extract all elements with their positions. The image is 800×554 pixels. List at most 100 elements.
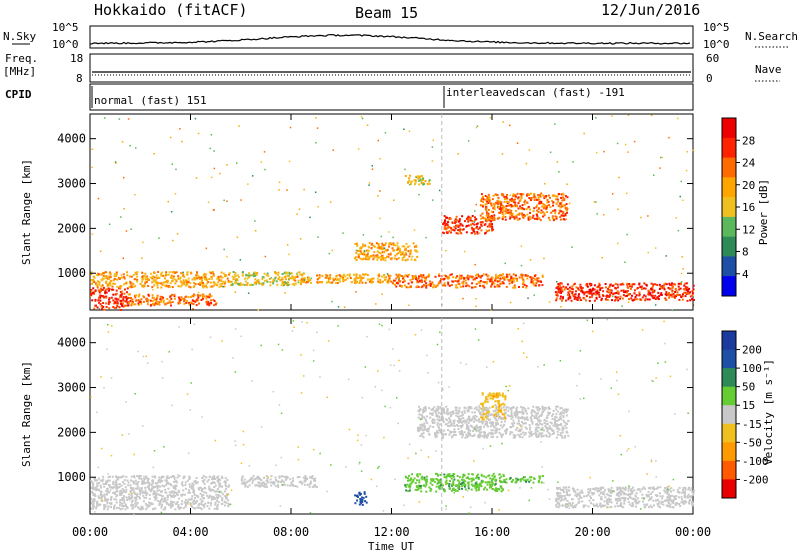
- heatmap-cell: [578, 296, 581, 299]
- heatmap-cell: [446, 276, 448, 279]
- heatmap-cell: [534, 278, 537, 281]
- heatmap-cell: [492, 405, 494, 408]
- heatmap-cell: [615, 502, 618, 505]
- heatmap-cell: [537, 479, 540, 482]
- heatmap-cell: [375, 303, 377, 305]
- heatmap-cell: [203, 506, 206, 509]
- heatmap-cell: [510, 277, 513, 280]
- heatmap-cell: [675, 495, 678, 498]
- heatmap-cell: [171, 301, 174, 304]
- heatmap-cell: [324, 276, 327, 279]
- heatmap-cell: [207, 478, 210, 481]
- heatmap-cell: [342, 278, 345, 280]
- heatmap-cell: [325, 276, 328, 279]
- heatmap-cell: [609, 288, 612, 291]
- heatmap-cell: [509, 198, 512, 201]
- heatmap-cell: [592, 503, 595, 506]
- heatmap-cell: [502, 204, 505, 207]
- heatmap-cell: [383, 274, 386, 276]
- heatmap-cell: [90, 279, 93, 282]
- heatmap-cell: [167, 487, 170, 490]
- heatmap-cell: [597, 487, 600, 490]
- heatmap-cell: [257, 281, 260, 284]
- heatmap-cell: [224, 477, 227, 480]
- heatmap-cell: [616, 283, 619, 286]
- heatmap-cell: [170, 494, 173, 497]
- heatmap-cell: [669, 283, 672, 286]
- heatmap-cell: [673, 497, 676, 500]
- heatmap-cell: [555, 416, 558, 419]
- heatmap-cell: [260, 479, 263, 482]
- heatmap-cell: [476, 125, 479, 127]
- heatmap-cell: [606, 498, 609, 501]
- heatmap-cell: [450, 489, 453, 492]
- heatmap-cell: [152, 481, 155, 484]
- heatmap-cell: [656, 283, 659, 286]
- heatmap-cell: [139, 493, 142, 496]
- heatmap-cell: [434, 411, 437, 414]
- heatmap-cell: [549, 151, 552, 153]
- heatmap-cell: [223, 282, 226, 285]
- heatmap-cell: [379, 190, 381, 192]
- heatmap-cell: [481, 204, 484, 207]
- heatmap-cell: [120, 492, 123, 495]
- heatmap-cell: [598, 490, 601, 492]
- heatmap-cell: [285, 283, 288, 286]
- heatmap-cell: [136, 278, 139, 281]
- heatmap-cell: [402, 277, 405, 280]
- heatmap-cell: [139, 301, 142, 303]
- heatmap-cell: [650, 287, 652, 290]
- heatmap-cell: [629, 493, 632, 496]
- heatmap-cell: [366, 124, 369, 126]
- heatmap-cell: [221, 497, 224, 500]
- heatmap-cell: [227, 493, 230, 496]
- heatmap-cell: [281, 276, 284, 279]
- heatmap-cell: [358, 281, 361, 284]
- heatmap-cell: [558, 287, 561, 290]
- heatmap-cell: [559, 216, 562, 218]
- heatmap-cell: [539, 280, 542, 283]
- heatmap-cell: [392, 242, 395, 245]
- heatmap-cell: [541, 408, 544, 411]
- heatmap-cell: [611, 299, 613, 302]
- heatmap-cell: [643, 287, 645, 290]
- heatmap-cell: [539, 428, 542, 431]
- heatmap-cell: [281, 281, 284, 284]
- heatmap-cell: [575, 298, 578, 301]
- heatmap-cell: [494, 201, 497, 204]
- heatmap-cell: [394, 254, 397, 257]
- heatmap-cell: [185, 284, 188, 287]
- heatmap-cell: [409, 483, 412, 486]
- heatmap-cell: [120, 295, 123, 298]
- heatmap-cell: [635, 298, 638, 301]
- heatmap-cell: [573, 282, 576, 285]
- heatmap-cell: [114, 275, 117, 278]
- heatmap-cell: [417, 409, 420, 412]
- heatmap-cell: [604, 283, 607, 285]
- heatmap-cell: [377, 242, 380, 245]
- heatmap-cell: [174, 193, 177, 195]
- heatmap-cell: [418, 275, 420, 278]
- heatmap-cell: [566, 196, 569, 199]
- heatmap-cell: [562, 196, 564, 199]
- heatmap-cell: [288, 160, 291, 163]
- heatmap-cell: [157, 493, 160, 496]
- heatmap-cell: [215, 302, 218, 304]
- heatmap-cell: [501, 426, 504, 429]
- heatmap-cell: [383, 276, 386, 279]
- heatmap-cell: [277, 484, 279, 487]
- heatmap-cell: [624, 290, 627, 293]
- heatmap-cell: [172, 475, 175, 478]
- heatmap-cell: [494, 193, 497, 196]
- heatmap-cell: [540, 209, 543, 212]
- heatmap-cell: [578, 500, 581, 503]
- heatmap-cell: [405, 253, 408, 256]
- heatmap-cell: [154, 482, 157, 485]
- heatmap-cell: [688, 495, 691, 498]
- heatmap-cell: [619, 491, 621, 493]
- heatmap-cell: [527, 297, 529, 299]
- heatmap-cell: [537, 210, 540, 213]
- heatmap-cell: [124, 503, 127, 506]
- heatmap-cell: [464, 483, 467, 486]
- heatmap-cell: [129, 491, 132, 494]
